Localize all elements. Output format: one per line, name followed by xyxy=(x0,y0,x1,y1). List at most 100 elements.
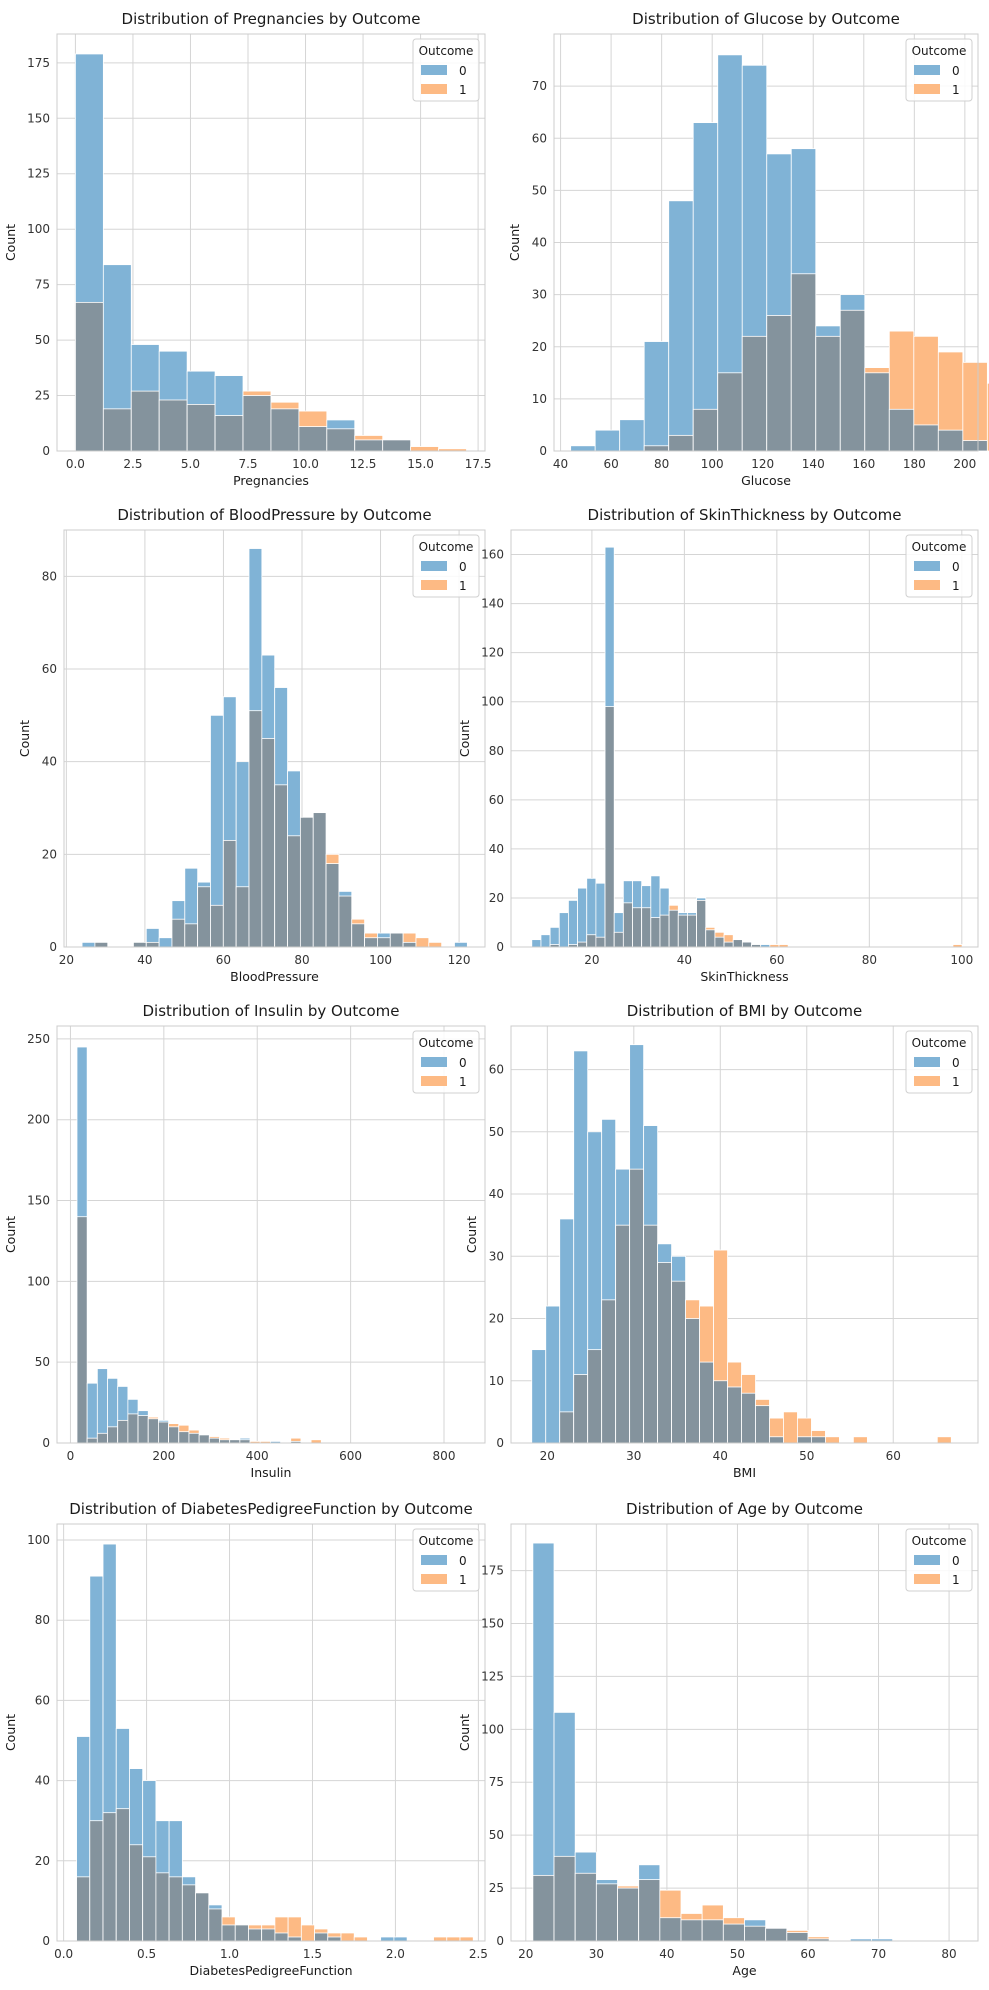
bar-outcome-0 xyxy=(558,912,569,948)
bar-overlap xyxy=(89,1820,104,1942)
y-tick-label: 0 xyxy=(49,940,57,954)
bar-overlap xyxy=(188,1432,200,1444)
bar-outcome-0 xyxy=(540,934,551,948)
x-tick-label: 17.5 xyxy=(465,457,492,471)
x-tick-label: 0.0 xyxy=(66,457,85,471)
bar-overlap xyxy=(577,941,588,948)
bar-outcome-1 xyxy=(936,1436,952,1444)
y-tick-label: 80 xyxy=(42,569,57,583)
legend-label-1: 1 xyxy=(952,1573,960,1587)
bar-overlap xyxy=(659,1917,682,1942)
x-axis-label: Glucose xyxy=(741,473,791,488)
x-tick-label: 60 xyxy=(216,953,231,967)
bar-outcome-0 xyxy=(81,941,96,948)
y-tick-label: 0 xyxy=(496,940,504,954)
bar-overlap xyxy=(741,1392,756,1444)
bar-overlap xyxy=(76,1216,88,1444)
bar-overlap xyxy=(532,1874,555,1942)
bar-overlap xyxy=(168,1876,183,1942)
bar-overlap xyxy=(327,1936,342,1942)
bar-overlap xyxy=(668,434,694,452)
y-axis-label: Count xyxy=(507,224,522,261)
legend-swatch-1 xyxy=(914,84,940,94)
x-tick-label: 10.0 xyxy=(292,457,319,471)
bar-overlap xyxy=(326,428,356,452)
x-tick-label: 50 xyxy=(799,1449,814,1463)
plot-frame xyxy=(56,33,486,452)
legend-title: Outcome xyxy=(419,1036,474,1050)
y-axis-label: Count xyxy=(3,1216,18,1253)
legend-label-1: 1 xyxy=(459,579,467,593)
bar-outcome-1 xyxy=(300,1924,315,1942)
plot-frame xyxy=(510,1025,979,1444)
bar-overlap xyxy=(248,1928,263,1942)
bar-overlap xyxy=(755,1405,770,1444)
legend-swatch-1 xyxy=(914,1574,940,1584)
bar-overlap xyxy=(312,812,327,948)
bar-overlap xyxy=(962,440,988,452)
bar-overlap xyxy=(377,937,391,948)
y-axis-label: Count xyxy=(457,1714,472,1751)
legend: Outcome 0 1 xyxy=(412,1030,480,1094)
x-tick-label: 5.0 xyxy=(181,457,200,471)
bar-overlap xyxy=(622,902,633,948)
x-tick-label: 140 xyxy=(802,457,825,471)
legend-swatch-0 xyxy=(914,1555,940,1565)
y-tick-label: 40 xyxy=(489,1187,504,1201)
bar-overlap xyxy=(145,941,160,948)
y-tick-label: 0 xyxy=(539,444,547,458)
bar-overlap xyxy=(659,914,670,948)
legend-label-0: 0 xyxy=(952,560,960,574)
bar-overlap xyxy=(115,1808,130,1942)
y-axis-label: Count xyxy=(3,1714,18,1751)
bar-outcome-0 xyxy=(158,937,173,948)
x-tick-label: 80 xyxy=(941,1947,956,1961)
bar-overlap xyxy=(643,445,670,452)
x-tick-label: 100 xyxy=(369,953,392,967)
bar-overlap xyxy=(270,408,300,452)
bar-overlap xyxy=(158,399,188,452)
plot-frame xyxy=(56,1523,486,1942)
bar-overlap xyxy=(235,886,250,948)
x-tick-label: 0.0 xyxy=(54,1947,73,1961)
legend-swatch-1 xyxy=(421,580,447,590)
bar-outcome-0 xyxy=(577,887,588,948)
bar-outcome-0 xyxy=(531,939,542,948)
legend-title: Outcome xyxy=(419,44,474,58)
legend-title: Outcome xyxy=(912,540,967,554)
bar-outcome-0 xyxy=(545,1305,561,1444)
y-tick-label: 0 xyxy=(42,1934,50,1948)
x-tick-label: 1.0 xyxy=(220,1947,239,1961)
x-tick-label: 200 xyxy=(953,457,976,471)
legend-swatch-0 xyxy=(914,561,940,571)
x-tick-label: 40 xyxy=(553,457,568,471)
bar-overlap xyxy=(325,863,340,948)
bar-outcome-0 xyxy=(559,1218,575,1444)
bar-overlap xyxy=(617,1887,640,1942)
chart-title: Distribution of BloodPressure by Outcome xyxy=(117,506,431,524)
y-tick-label: 0 xyxy=(496,1436,504,1450)
x-tick-label: 12.5 xyxy=(350,457,377,471)
bar-overlap xyxy=(287,1936,302,1942)
bar-overlap xyxy=(171,918,186,948)
bar-overlap xyxy=(677,914,688,948)
x-tick-label: 2.5 xyxy=(123,457,142,471)
bar-overlap xyxy=(553,1855,576,1942)
bar-overlap xyxy=(130,390,160,452)
y-tick-label: 0 xyxy=(42,1436,50,1450)
legend-swatch-1 xyxy=(421,1574,447,1584)
legend-swatch-0 xyxy=(914,65,940,75)
y-tick-label: 175 xyxy=(481,1564,504,1578)
y-tick-label: 150 xyxy=(481,1616,504,1630)
bar-overlap xyxy=(671,1280,686,1444)
bar-overlap xyxy=(727,1386,742,1444)
bar-outcome-1 xyxy=(340,1932,355,1942)
x-tick-label: 40 xyxy=(137,953,152,967)
chart-title: Distribution of Glucose by Outcome xyxy=(632,10,900,28)
plot-frame xyxy=(553,33,979,452)
y-tick-label: 20 xyxy=(42,847,57,861)
bar-overlap xyxy=(102,1812,117,1942)
legend-label-1: 1 xyxy=(952,83,960,97)
legend-swatch-0 xyxy=(421,1555,447,1565)
y-tick-label: 40 xyxy=(35,1774,50,1788)
